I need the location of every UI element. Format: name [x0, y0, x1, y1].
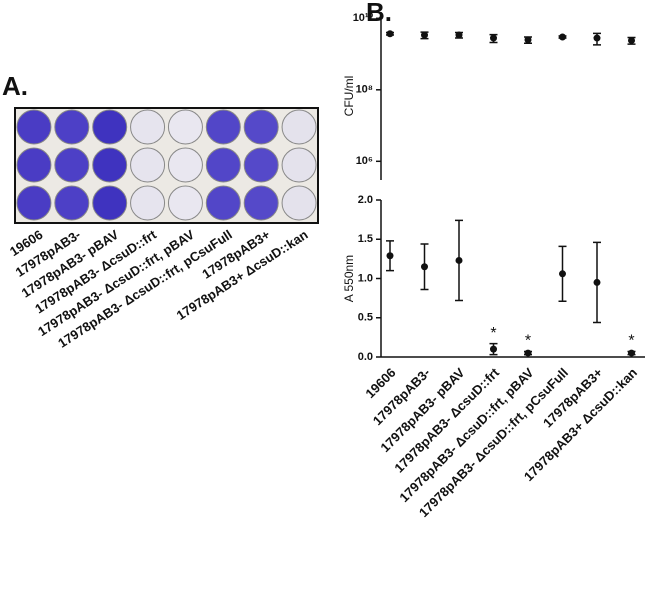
well	[167, 109, 203, 145]
y-tick-label: 0.0	[358, 351, 373, 363]
well	[92, 147, 128, 183]
point	[593, 34, 601, 42]
point	[490, 345, 497, 353]
y-tick-label: 2.0	[358, 194, 373, 206]
point	[386, 30, 394, 38]
y-tick-label: 1.0	[358, 272, 373, 284]
well	[16, 185, 52, 221]
point	[386, 252, 394, 260]
point	[455, 256, 463, 264]
well	[130, 147, 166, 183]
y-tick-label: 0.5	[358, 312, 373, 324]
y-axis-label: CFU/ml	[342, 76, 356, 117]
well	[243, 147, 279, 183]
point	[490, 34, 497, 42]
point	[593, 278, 601, 286]
point	[524, 36, 532, 44]
well	[281, 185, 317, 221]
point	[559, 270, 566, 278]
well	[167, 147, 203, 183]
well	[167, 185, 203, 221]
well	[54, 109, 90, 145]
y-tick-label: 10⁶	[356, 155, 373, 167]
y-axis-label: A 550nm	[342, 255, 356, 302]
point	[455, 31, 463, 39]
point	[421, 263, 428, 271]
well	[281, 109, 317, 145]
y-tick-label: 10¹⁰	[353, 12, 374, 24]
well	[281, 147, 317, 183]
well	[54, 185, 90, 221]
point	[628, 36, 635, 44]
significance-marker: *	[628, 333, 634, 350]
well	[130, 109, 166, 145]
well	[92, 185, 128, 221]
point	[421, 31, 428, 39]
point	[524, 349, 532, 357]
y-tick-label: 10⁸	[356, 84, 373, 96]
well	[92, 109, 128, 145]
point	[628, 349, 635, 357]
well	[243, 185, 279, 221]
well	[16, 147, 52, 183]
well	[16, 109, 52, 145]
significance-marker: *	[490, 325, 496, 342]
well	[205, 109, 241, 145]
panel-label: A.	[2, 71, 28, 101]
y-tick-label: 1.5	[358, 233, 373, 245]
significance-marker: *	[525, 333, 531, 350]
well	[243, 109, 279, 145]
point	[559, 33, 566, 41]
well	[54, 147, 90, 183]
panel-label: B.	[366, 0, 392, 27]
well	[205, 185, 241, 221]
well	[205, 147, 241, 183]
well	[130, 185, 166, 221]
